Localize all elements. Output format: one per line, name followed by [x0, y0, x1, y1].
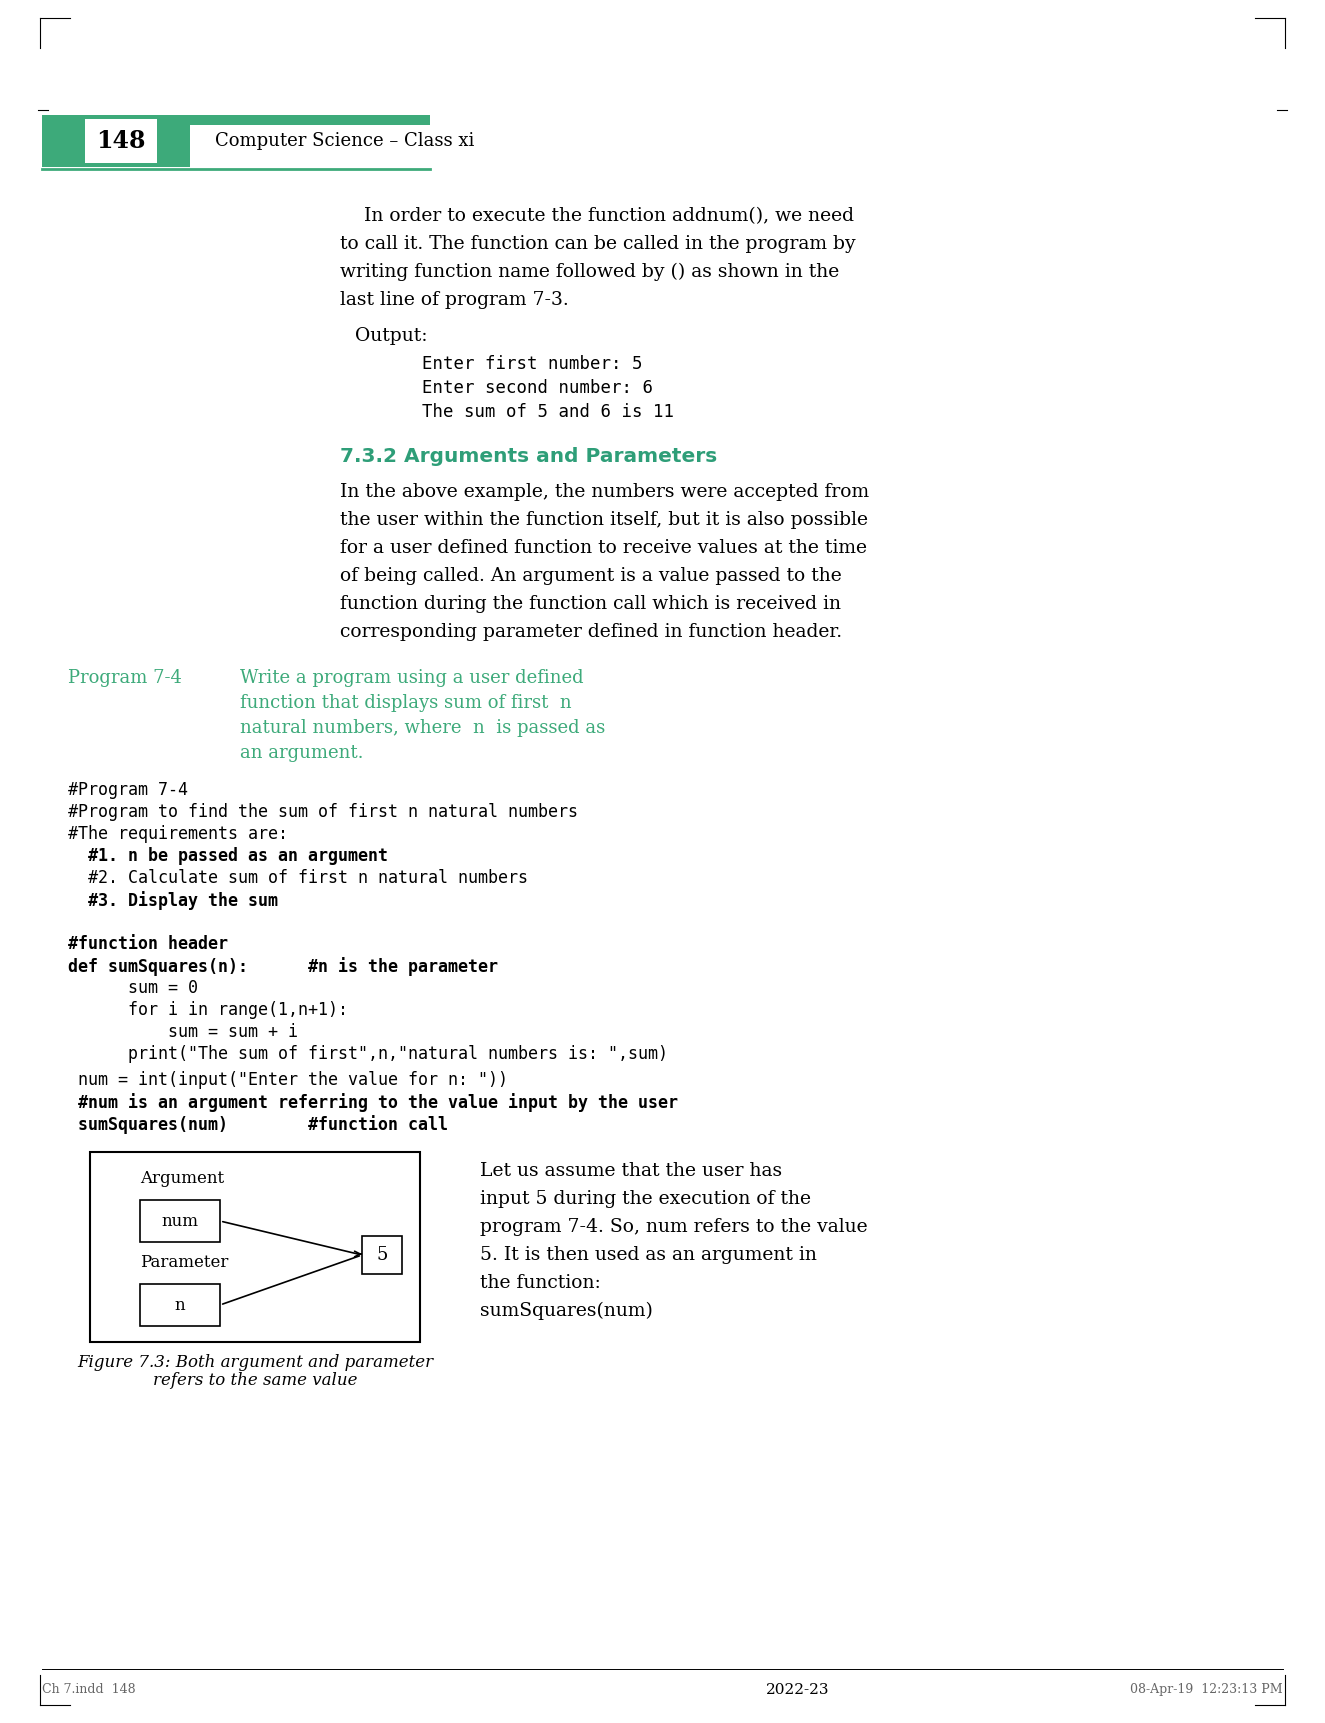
Text: writing function name followed by () as shown in the: writing function name followed by () as … [341, 264, 839, 281]
Bar [90, 1153, 420, 1342]
Bar [85, 119, 156, 164]
Text: Enter second number: 6: Enter second number: 6 [380, 379, 653, 396]
Text: 5. It is then used as an argument in: 5. It is then used as an argument in [480, 1246, 818, 1265]
Text: the user within the function itself, but it is also possible: the user within the function itself, but… [341, 512, 868, 529]
Text: sum = 0: sum = 0 [68, 979, 197, 998]
Text: The sum of 5 and 6 is 11: The sum of 5 and 6 is 11 [380, 403, 674, 420]
Text: In the above example, the numbers were accepted from: In the above example, the numbers were a… [341, 482, 869, 501]
Text: for a user defined function to receive values at the time: for a user defined function to receive v… [341, 539, 867, 557]
Text: sumSquares(num)        #function call: sumSquares(num) #function call [68, 1115, 448, 1134]
Text: Output:: Output: [355, 327, 428, 345]
Text: #3. Display the sum: #3. Display the sum [68, 891, 278, 910]
Text: Write a program using a user defined: Write a program using a user defined [240, 669, 583, 687]
Text: num = int(input("Enter the value for n: ")): num = int(input("Enter the value for n: … [68, 1072, 507, 1089]
Text: Ch 7.indd  148: Ch 7.indd 148 [42, 1683, 135, 1695]
Text: Let us assume that the user has: Let us assume that the user has [480, 1161, 782, 1180]
Text: print("The sum of first",n,"natural numbers is: ",sum): print("The sum of first",n,"natural numb… [68, 1046, 668, 1063]
Text: Program 7-4: Program 7-4 [68, 669, 182, 687]
Text: 2022-23: 2022-23 [766, 1683, 829, 1697]
Bar [362, 1235, 401, 1273]
Text: program 7-4. So, num refers to the value: program 7-4. So, num refers to the value [480, 1218, 868, 1235]
Text: corresponding parameter defined in function header.: corresponding parameter defined in funct… [341, 624, 843, 641]
Text: 7.3.2 Arguments and Parameters: 7.3.2 Arguments and Parameters [341, 446, 717, 465]
Text: #Program 7-4: #Program 7-4 [68, 781, 188, 799]
FancyBboxPatch shape [42, 115, 189, 167]
Text: refers to the same value: refers to the same value [152, 1372, 358, 1389]
Text: function during the function call which is received in: function during the function call which … [341, 594, 841, 613]
Text: #The requirements are:: #The requirements are: [68, 825, 288, 843]
Text: Parameter: Parameter [140, 1254, 228, 1272]
Text: sum = sum + i: sum = sum + i [68, 1023, 298, 1041]
Text: Computer Science – Class xi: Computer Science – Class xi [215, 133, 474, 150]
Bar [140, 1284, 220, 1327]
Bar [140, 1199, 220, 1242]
Text: an argument.: an argument. [240, 744, 363, 762]
Bar [189, 115, 431, 126]
Text: of being called. An argument is a value passed to the: of being called. An argument is a value … [341, 567, 841, 586]
Text: 148: 148 [97, 129, 146, 153]
Text: In order to execute the function addnum(), we need: In order to execute the function addnum(… [341, 207, 855, 226]
Text: function that displays sum of first  n: function that displays sum of first n [240, 694, 571, 712]
Text: to call it. The function can be called in the program by: to call it. The function can be called i… [341, 234, 856, 253]
Text: the function:: the function: [480, 1273, 600, 1292]
Text: #2. Calculate sum of first n natural numbers: #2. Calculate sum of first n natural num… [68, 868, 527, 887]
Text: sumSquares(num): sumSquares(num) [480, 1303, 653, 1320]
Text: #1. n be passed as an argument: #1. n be passed as an argument [68, 848, 388, 865]
Text: n: n [175, 1296, 186, 1313]
Text: last line of program 7-3.: last line of program 7-3. [341, 291, 568, 308]
Text: 08-Apr-19  12:23:13 PM: 08-Apr-19 12:23:13 PM [1130, 1683, 1283, 1695]
Text: Argument: Argument [140, 1170, 224, 1187]
Text: #Program to find the sum of first n natural numbers: #Program to find the sum of first n natu… [68, 803, 578, 820]
Text: Figure 7.3: Both argument and parameter: Figure 7.3: Both argument and parameter [77, 1354, 433, 1372]
Text: natural numbers, where  n  is passed as: natural numbers, where n is passed as [240, 718, 606, 737]
Text: for i in range(1,n+1):: for i in range(1,n+1): [68, 1001, 348, 1018]
Text: num: num [162, 1213, 199, 1230]
Text: def sumSquares(n):      #n is the parameter: def sumSquares(n): #n is the parameter [68, 956, 498, 975]
Text: Enter first number: 5: Enter first number: 5 [380, 355, 643, 372]
Text: input 5 during the execution of the: input 5 during the execution of the [480, 1191, 811, 1208]
Text: #num is an argument referring to the value input by the user: #num is an argument referring to the val… [68, 1092, 678, 1111]
Text: #function header: #function header [68, 936, 228, 953]
Text: 5: 5 [376, 1246, 388, 1265]
